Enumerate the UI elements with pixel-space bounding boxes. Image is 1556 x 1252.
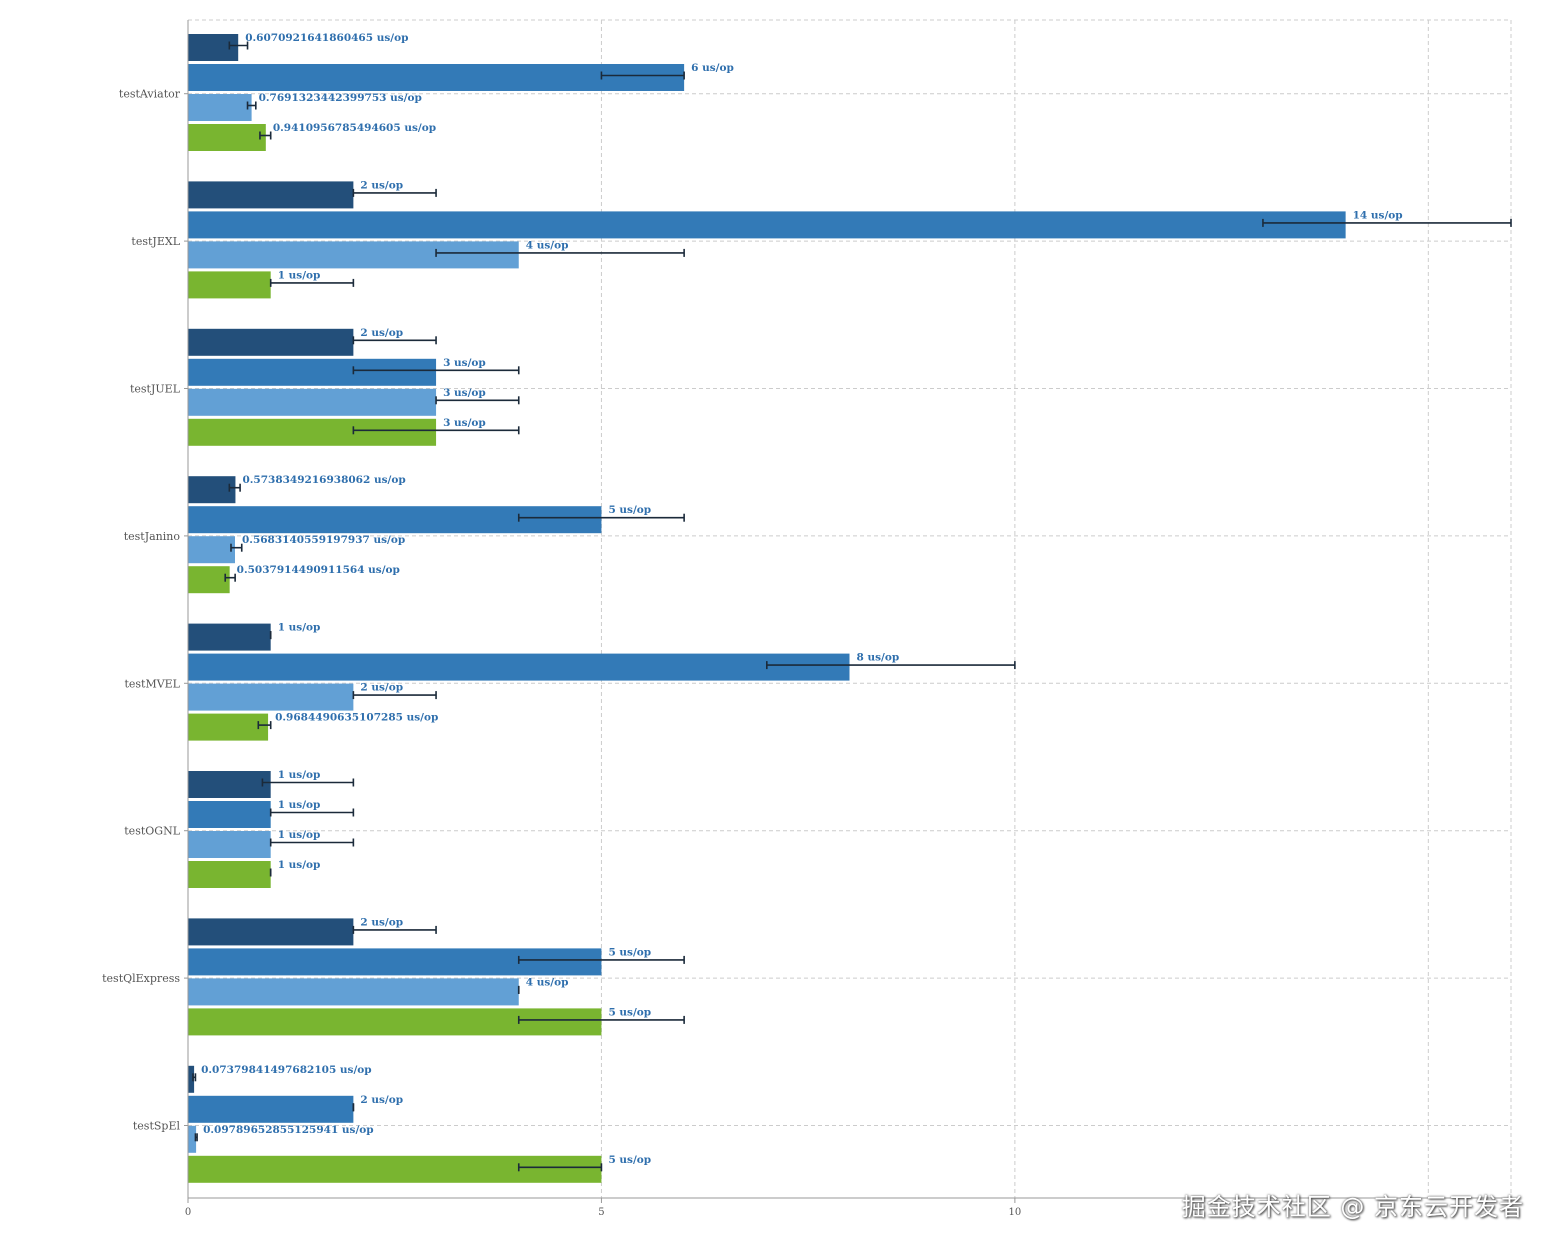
bar-testSpEl-s4 [188, 1155, 602, 1183]
bar-testAviator-s1 [188, 34, 239, 61]
bar-testJanino-s1 [188, 476, 236, 504]
value-label: 0.9410956785494605 us/op [273, 122, 436, 134]
bar-testQlExpress-s3 [188, 978, 519, 1006]
bar-testJUEL-s2 [188, 358, 437, 386]
bar-testJUEL-s3 [188, 388, 437, 416]
bar-testJEXL-s3 [188, 241, 519, 269]
bar-testJanino-s4 [188, 566, 230, 594]
category-label: testSpEl [133, 1120, 181, 1133]
x-tick-label: 10 [1009, 1207, 1022, 1218]
value-label: 0.5683140559197937 us/op [242, 534, 405, 546]
category-label: testJEXL [131, 235, 180, 248]
x-tick-label: 0 [185, 1207, 191, 1218]
value-label: 2 us/op [360, 179, 403, 191]
value-label: 3 us/op [443, 387, 486, 399]
bar-testAviator-s3 [188, 94, 252, 121]
value-label: 3 us/op [443, 357, 486, 369]
bar-testMVEL-s2 [188, 653, 850, 681]
bar-testOGNL-s4 [188, 861, 271, 888]
bars [188, 34, 1346, 1183]
bar-testJEXL-s2 [188, 211, 1346, 239]
value-label: 1 us/op [278, 829, 321, 841]
error-bars [192, 41, 1512, 1172]
bar-testQlExpress-s4 [188, 1008, 602, 1036]
value-label: 0.07379841497682105 us/op [201, 1064, 372, 1076]
value-labels: 0.6070921641860465 us/op 6 us/op 0.7691323… [201, 32, 1403, 1166]
value-label: 0.6070921641860465 us/op [245, 32, 408, 44]
value-label: 2 us/op [360, 327, 403, 339]
value-label: 4 us/op [526, 239, 569, 251]
bar-testJUEL-s1 [188, 328, 354, 356]
value-label: 3 us/op [443, 417, 486, 429]
bar-testQlExpress-s1 [188, 918, 354, 946]
value-label: 14 us/op [1353, 209, 1403, 221]
value-label: 5 us/op [608, 504, 651, 516]
value-label: 0.5738349216938062 us/op [242, 474, 405, 486]
value-label: 0.9684490635107285 us/op [275, 712, 438, 724]
bar-testJanino-s3 [188, 536, 235, 564]
bar-testJEXL-s4 [188, 271, 271, 299]
value-label: 0.7691323442399753 us/op [259, 92, 422, 104]
value-label: 0.5037914490911564 us/op [237, 564, 400, 576]
value-label: 2 us/op [360, 682, 403, 694]
bar-testSpEl-s1 [188, 1065, 195, 1093]
category-label: testAviator [119, 88, 181, 101]
value-label: 1 us/op [278, 799, 321, 811]
value-label: 2 us/op [360, 916, 403, 928]
bar-testJanino-s2 [188, 506, 602, 534]
value-label: 1 us/op [278, 622, 321, 634]
x-tick-label: 5 [598, 1207, 604, 1218]
bar-testAviator-s4 [188, 124, 266, 151]
category-label: testOGNL [124, 825, 180, 838]
category-label: testJUEL [130, 383, 181, 396]
axes: testAviator testJEXL testJUEL testJanino tes… [102, 20, 1511, 1218]
bar-testJEXL-s1 [188, 181, 354, 209]
value-label: 1 us/op [278, 859, 321, 871]
bar-testOGNL-s2 [188, 801, 271, 828]
value-label: 6 us/op [691, 62, 734, 74]
value-label: 1 us/op [278, 769, 321, 781]
bar-testMVEL-s3 [188, 683, 354, 711]
value-label: 1 us/op [278, 269, 321, 281]
value-label: 8 us/op [857, 652, 900, 664]
bar-testMVEL-s4 [188, 713, 269, 741]
bar-testAviator-s2 [188, 64, 685, 91]
value-label: 5 us/op [608, 946, 651, 958]
value-label: 5 us/op [608, 1006, 651, 1018]
bar-testMVEL-s1 [188, 623, 271, 651]
category-label: testJanino [124, 530, 181, 543]
value-label: 5 us/op [608, 1154, 651, 1166]
watermark-text: 掘金技术社区 @ 京东云开发者 [1181, 1193, 1524, 1221]
bar-testJUEL-s4 [188, 418, 437, 446]
bar-testSpEl-s2 [188, 1095, 354, 1123]
category-label: testQlExpress [102, 972, 180, 985]
bar-testQlExpress-s2 [188, 948, 602, 976]
bar-testOGNL-s1 [188, 771, 271, 798]
category-label: testMVEL [124, 677, 180, 690]
grid-lines [187, 19, 1512, 1198]
bar-testSpEl-s3 [188, 1125, 197, 1153]
value-label: 4 us/op [526, 976, 569, 988]
value-label: 2 us/op [360, 1094, 403, 1106]
bar-testOGNL-s3 [188, 831, 271, 858]
value-label: 0.09789652855125941 us/op [203, 1124, 374, 1136]
